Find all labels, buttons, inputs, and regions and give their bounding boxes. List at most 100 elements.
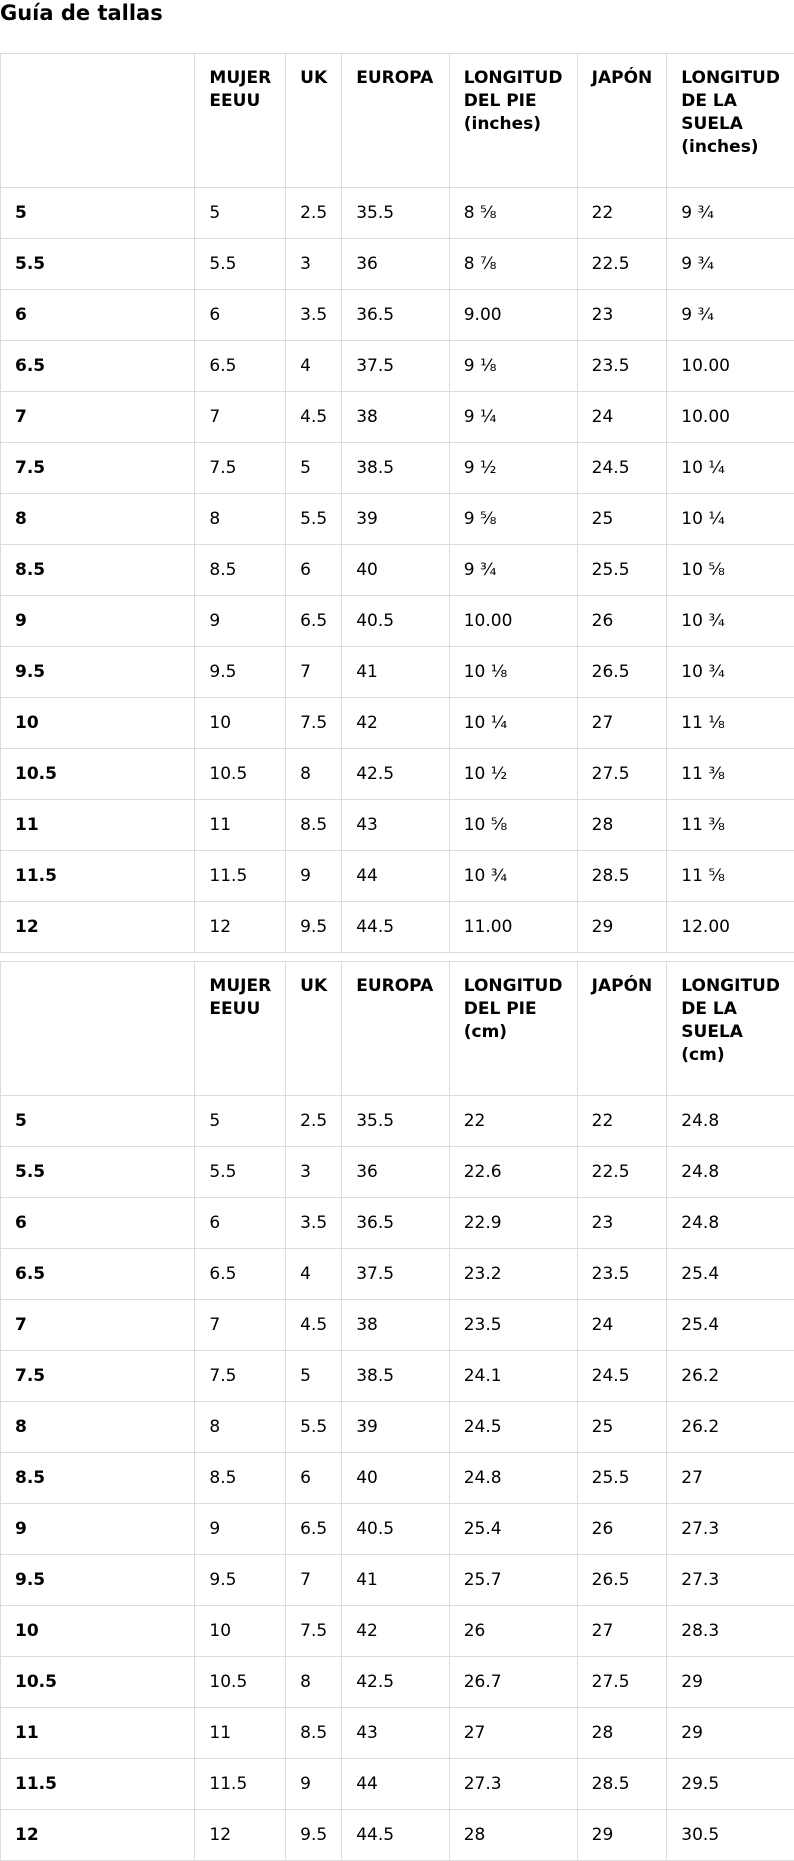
table-cell-longitud-pie: 10 ⅛ xyxy=(449,647,577,698)
table-cell-mujer-eeuu: 5.5 xyxy=(195,1147,286,1198)
table-cell-mujer-eeuu: 8.5 xyxy=(195,1453,286,1504)
table-cell-japon: 28.5 xyxy=(577,851,667,902)
table-cell-longitud-pie: 9 ⅝ xyxy=(449,494,577,545)
table-cell-europa: 40.5 xyxy=(342,1504,450,1555)
column-header-longitud-pie: LONGITUD DEL PIE (cm) xyxy=(449,962,577,1096)
column-header-japon: JAPÓN xyxy=(577,962,667,1096)
row-header-talla: 6.5 xyxy=(1,1249,195,1300)
row-header-talla: 5.5 xyxy=(1,239,195,290)
table-cell-japon: 22 xyxy=(577,188,667,239)
table-cell-europa: 36.5 xyxy=(342,1198,450,1249)
table-cell-japon: 22.5 xyxy=(577,239,667,290)
row-header-talla: 11 xyxy=(1,1708,195,1759)
table-cell-mujer-eeuu: 6.5 xyxy=(195,341,286,392)
table-cell-japon: 27 xyxy=(577,1606,667,1657)
table-cell-uk: 6 xyxy=(286,545,342,596)
row-header-talla: 7.5 xyxy=(1,443,195,494)
table-cell-longitud-suela: 10.00 xyxy=(667,341,794,392)
table-cell-mujer-eeuu: 9 xyxy=(195,596,286,647)
table-cell-europa: 39 xyxy=(342,1402,450,1453)
table-cell-japon: 28 xyxy=(577,800,667,851)
table-cell-longitud-suela: 10 ¼ xyxy=(667,494,794,545)
table-cell-longitud-pie: 9 ⅛ xyxy=(449,341,577,392)
table-cell-mujer-eeuu: 9.5 xyxy=(195,647,286,698)
table-cell-mujer-eeuu: 7.5 xyxy=(195,443,286,494)
table-cell-longitud-suela: 9 ¾ xyxy=(667,188,794,239)
column-header-europa: EUROPA xyxy=(342,962,450,1096)
column-header-mujer-eeuu: MUJER EEUU xyxy=(195,962,286,1096)
row-header-talla: 11.5 xyxy=(1,1759,195,1810)
row-header-talla: 8 xyxy=(1,1402,195,1453)
table-cell-longitud-pie: 10 ½ xyxy=(449,749,577,800)
column-header-talla xyxy=(1,54,195,188)
table-cell-europa: 44 xyxy=(342,1759,450,1810)
table-cell-europa: 44.5 xyxy=(342,1810,450,1861)
table-cell-longitud-pie: 10 ¼ xyxy=(449,698,577,749)
row-header-talla: 6 xyxy=(1,290,195,341)
table-cell-longitud-pie: 11.00 xyxy=(449,902,577,953)
table-cell-europa: 41 xyxy=(342,647,450,698)
table-cell-longitud-pie: 22.6 xyxy=(449,1147,577,1198)
table-cell-japon: 25 xyxy=(577,494,667,545)
table-cell-japon: 25.5 xyxy=(577,545,667,596)
table-cell-mujer-eeuu: 9.5 xyxy=(195,1555,286,1606)
table-cell-japon: 27.5 xyxy=(577,1657,667,1708)
table-cell-japon: 28.5 xyxy=(577,1759,667,1810)
table-cell-uk: 4 xyxy=(286,341,342,392)
table-cell-europa: 37.5 xyxy=(342,341,450,392)
column-header-japon: JAPÓN xyxy=(577,54,667,188)
table-cell-mujer-eeuu: 6 xyxy=(195,290,286,341)
table-cell-mujer-eeuu: 7.5 xyxy=(195,1351,286,1402)
table-cell-europa: 44 xyxy=(342,851,450,902)
table-cell-longitud-suela: 29 xyxy=(667,1708,794,1759)
table-cell-longitud-suela: 30.5 xyxy=(667,1810,794,1861)
table-cell-longitud-pie: 24.1 xyxy=(449,1351,577,1402)
page-title: Guía de tallas xyxy=(0,0,163,26)
table-cell-longitud-pie: 9 ¼ xyxy=(449,392,577,443)
table-cell-longitud-suela: 10 ¾ xyxy=(667,596,794,647)
table-cell-longitud-suela: 10 ¾ xyxy=(667,647,794,698)
table-cell-japon: 25 xyxy=(577,1402,667,1453)
table-cell-europa: 42 xyxy=(342,1606,450,1657)
table-cell-longitud-suela: 11 ⅝ xyxy=(667,851,794,902)
column-header-europa: EUROPA xyxy=(342,54,450,188)
table-cell-mujer-eeuu: 9 xyxy=(195,1504,286,1555)
table-cell-japon: 27.5 xyxy=(577,749,667,800)
table-cell-europa: 38 xyxy=(342,392,450,443)
column-header-longitud-suela: LONGITUD DE LA SUELA (inches) xyxy=(667,54,794,188)
table-cell-longitud-pie: 22 xyxy=(449,1096,577,1147)
row-header-talla: 8 xyxy=(1,494,195,545)
table-cell-uk: 7.5 xyxy=(286,1606,342,1657)
table-cell-uk: 5 xyxy=(286,1351,342,1402)
table-cell-longitud-pie: 23.5 xyxy=(449,1300,577,1351)
table-cell-japon: 26.5 xyxy=(577,647,667,698)
table-cell-mujer-eeuu: 10.5 xyxy=(195,749,286,800)
table-cell-longitud-pie: 10 ¾ xyxy=(449,851,577,902)
table-cell-japon: 22 xyxy=(577,1096,667,1147)
table-cell-longitud-pie: 10 ⅝ xyxy=(449,800,577,851)
table-cell-europa: 38.5 xyxy=(342,1351,450,1402)
table-cell-europa: 43 xyxy=(342,800,450,851)
table-cell-longitud-suela: 27.3 xyxy=(667,1555,794,1606)
table-cell-europa: 42 xyxy=(342,698,450,749)
table-cell-mujer-eeuu: 12 xyxy=(195,902,286,953)
table-cell-mujer-eeuu: 11 xyxy=(195,800,286,851)
table-cell-uk: 7 xyxy=(286,647,342,698)
table-cell-longitud-pie: 24.5 xyxy=(449,1402,577,1453)
table-cell-mujer-eeuu: 8.5 xyxy=(195,545,286,596)
table-cell-uk: 7 xyxy=(286,1555,342,1606)
table-cell-europa: 40 xyxy=(342,1453,450,1504)
table-cell-longitud-suela: 10 ⅝ xyxy=(667,545,794,596)
